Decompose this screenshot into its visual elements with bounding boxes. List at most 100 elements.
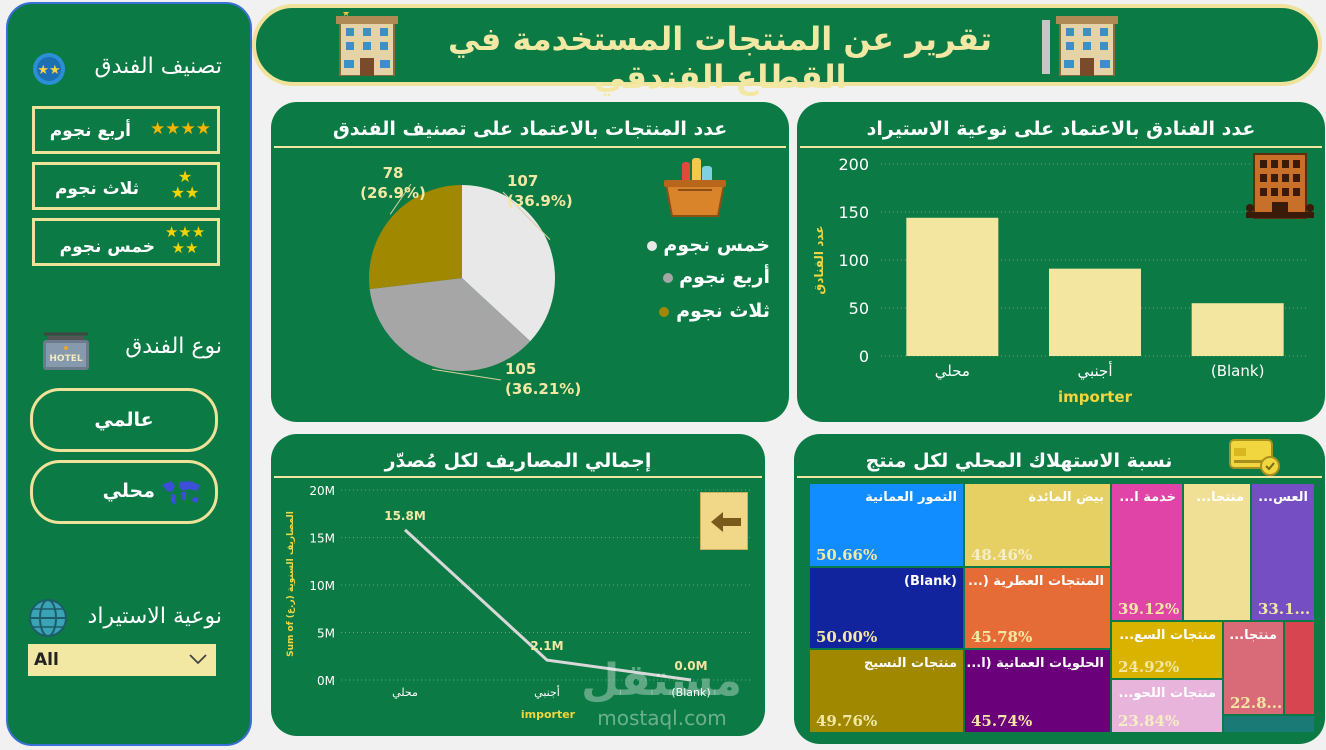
x-axis-title: importer <box>1058 388 1133 406</box>
pie-slice <box>369 185 462 290</box>
x-tick-label: (Blank) <box>1211 362 1265 380</box>
tile-name: منتجات السع... <box>1119 628 1216 643</box>
pie-leader-line <box>389 183 412 215</box>
building-icon <box>1244 150 1316 230</box>
tile-name: (Blank) <box>904 574 957 589</box>
y-tick-label: 0 <box>859 347 869 366</box>
star-badge-icon: ★★ <box>32 52 66 90</box>
rating-option-label: ثلاث نجوم <box>54 179 139 199</box>
x-axis-title: importer <box>521 708 576 721</box>
treemap-tile[interactable]: منتجا... 22.8... <box>1224 622 1283 714</box>
tile-percent: 45.78% <box>971 628 1033 646</box>
header-banner <box>252 4 1322 86</box>
hotel-type-title: نوع الفندق <box>125 334 222 359</box>
treemap-title: نسبة الاستهلاك المحلي لكل منتج <box>865 450 1173 472</box>
pie-legend-five-stars[interactable]: خمس نجوم <box>636 234 770 256</box>
pie-value-label: 78 <box>383 164 404 182</box>
hotel-type-global-button[interactable]: عالمي <box>30 388 218 452</box>
pie-percent-label: (26.9%) <box>360 184 426 202</box>
treemap-tile[interactable]: منتجات السع... 24.92% <box>1112 622 1222 678</box>
pie-legend-four-stars[interactable]: أربع نجوم <box>636 266 770 288</box>
pie-slice <box>462 185 555 342</box>
bar-chart: 0 50 100 150 200 محلي أجنبي (Blank) importer عدد … <box>812 155 1309 406</box>
treemap-tile[interactable]: بيض المائدة 48.46% <box>965 484 1110 566</box>
treemap-tile[interactable]: منتجا... <box>1184 484 1250 620</box>
treemap-tile-unlabeled[interactable] <box>1285 622 1314 714</box>
hotel-sign-icon: HOTEL <box>40 330 92 372</box>
watermark-brand: مستقل <box>581 655 742 706</box>
x-tick-label: (Blank) <box>671 686 710 699</box>
globe-icon <box>28 598 68 642</box>
y-tick-label: 100 <box>838 251 869 270</box>
pie-percent-label: (36.21%) <box>505 380 581 398</box>
y-axis-title: عدد الفنادق <box>812 225 826 294</box>
tile-name: منتجا... <box>1196 490 1244 505</box>
pie-slice <box>369 278 531 371</box>
panel-divider <box>797 476 1322 478</box>
y-tick-label: 15M <box>309 532 335 546</box>
legend-dot <box>659 307 670 317</box>
treemap-tile[interactable]: التمور العمانية 50.66% <box>810 484 963 566</box>
tile-name: الحلويات العمانية (ا... <box>966 656 1104 671</box>
line-value-label: 0.0M <box>674 659 707 673</box>
line-chart: 0M 5M 10M 15M 20M 15.8M محلي 2.1M أجنبي 0.0M (Blan… <box>286 484 751 721</box>
treemap-tile[interactable]: المنتجات العطرية (... 45.78% <box>965 568 1110 648</box>
line-value-label: 15.8M <box>384 509 426 523</box>
treemap-tile[interactable]: العس... 33.1... <box>1252 484 1314 620</box>
svg-text:★: ★ <box>342 12 350 19</box>
rating-option-three-stars[interactable]: ★ ★★ ثلاث نجوم <box>32 162 220 210</box>
watermark-site: mostaql.com <box>597 706 727 730</box>
line-value-label: 2.1M <box>530 639 563 653</box>
tile-percent: 45.74% <box>971 712 1033 730</box>
treemap-tile[interactable]: الحلويات العمانية (ا... 45.74% <box>965 650 1110 732</box>
x-tick-label: محلي <box>935 362 970 381</box>
credit-card-icon <box>1228 436 1282 482</box>
hotel-type-label: محلي <box>102 480 155 502</box>
y-tick-label: 200 <box>838 155 869 174</box>
pie-chart: 107 (36.9%) 105 (36.21%) 78 (26.9%) <box>360 164 581 398</box>
treemap-tile[interactable]: (Blank) 50.00% <box>810 568 963 648</box>
y-tick-label: 50 <box>849 299 869 318</box>
header-divider <box>1042 20 1050 74</box>
four-stars-icon: ★★★★ <box>150 119 211 139</box>
x-tick-label: أجنبي <box>1078 361 1113 381</box>
back-arrow-button[interactable] <box>700 492 748 550</box>
y-tick-label: 5M <box>317 627 335 641</box>
tile-percent: 22.8... <box>1230 694 1283 712</box>
y-tick-label: 10M <box>309 579 335 593</box>
legend-label: خمس نجوم <box>663 234 770 256</box>
tile-percent: 24.92% <box>1118 658 1180 676</box>
pie-leader-line <box>502 191 551 240</box>
three-stars-icon: ★ ★★ <box>170 167 200 202</box>
rating-option-five-stars[interactable]: ★★★ ★★ خمس نجوم <box>32 218 220 266</box>
tile-percent: 33.1... <box>1258 600 1311 618</box>
treemap-tile[interactable]: منتجات النسيج 49.76% <box>810 650 963 732</box>
rating-option-four-stars[interactable]: ★★★★ أربع نجوم <box>32 106 220 154</box>
world-map-icon <box>159 477 203 514</box>
pie-chart-title: عدد المنتجات بالاعتماد على تصنيف الفندق <box>332 118 728 140</box>
y-tick-label: 150 <box>838 203 869 222</box>
treemap-tile-unlabeled[interactable] <box>1224 716 1314 732</box>
bar <box>906 217 999 356</box>
panel-divider <box>274 146 786 148</box>
pie-legend-three-stars[interactable]: ثلاث نجوم <box>636 300 770 322</box>
pie-value-label: 107 <box>507 172 538 190</box>
tile-percent: 50.00% <box>816 628 878 646</box>
tile-name: المنتجات العطرية (... <box>968 574 1104 589</box>
legend-dot <box>646 241 657 251</box>
y-axis-title: Sum of المصاريف السنوية (ر.ع) <box>286 511 296 657</box>
hotel-building-icon: ★ <box>334 9 400 80</box>
treemap-tile[interactable]: خدمة ا... 39.12% <box>1112 484 1182 620</box>
import-type-dropdown[interactable]: All <box>28 644 216 676</box>
bar <box>1049 268 1141 356</box>
rating-title: تصنيف الفندق <box>94 54 222 79</box>
bar-chart-title: عدد الفنادق بالاعتماد على نوعية الاستيرا… <box>866 118 1256 140</box>
tile-name: منتجا... <box>1229 628 1277 643</box>
treemap-tile[interactable]: منتجات اللحو... 23.84% <box>1112 680 1222 732</box>
five-stars-icon: ★★★ ★★ <box>164 223 206 257</box>
hotel-type-local-button[interactable]: محلي <box>30 460 218 524</box>
y-tick-label: 0M <box>317 674 335 688</box>
x-tick-label: محلي <box>392 686 418 699</box>
svg-text:HOTEL: HOTEL <box>49 354 82 364</box>
panel-divider <box>274 476 762 478</box>
